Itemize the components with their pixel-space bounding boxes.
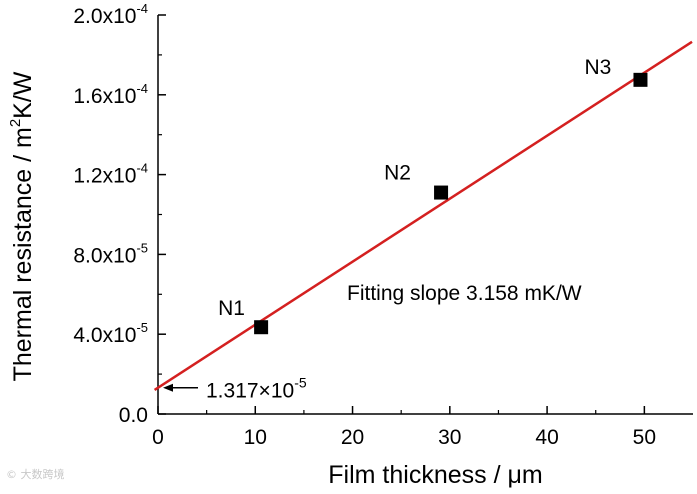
y-tick-label: 2.0x10-4 <box>73 1 148 28</box>
plot-area: 0 10 20 30 40 50 0.0 4.0x10-5 8.0x10-5 1.2x10-4 1.… <box>7 1 693 489</box>
watermark: © 大数跨境 <box>6 468 65 481</box>
y-tick-label: 4.0x10-5 <box>73 320 148 347</box>
point-label: N2 <box>384 162 411 185</box>
y-axis-title: Thermal resistance / m2K/W <box>7 71 37 381</box>
fit-annotation: Fitting slope 3.158 mK/W <box>347 282 582 305</box>
point-label: N3 <box>584 56 611 79</box>
x-tick-label: 10 <box>244 426 267 449</box>
x-axis-title: Film thickness / μm <box>328 461 542 489</box>
fit-line <box>153 40 693 391</box>
point-label: N1 <box>218 297 245 320</box>
x-tick-label: 50 <box>633 426 656 449</box>
data-point <box>633 72 648 87</box>
x-tick-label: 0 <box>152 426 164 449</box>
y-tick-label: 0.0 <box>119 404 148 427</box>
x-tick-label: 30 <box>438 426 461 449</box>
y-tick-label: 8.0x10-5 <box>73 240 148 267</box>
x-tick-label: 20 <box>341 426 364 449</box>
intercept-label: 1.317×10-5 <box>206 375 307 403</box>
y-tick-label: 1.6x10-4 <box>73 81 148 108</box>
y-tick-label: 1.2x10-4 <box>73 161 148 188</box>
intercept-arrow-head <box>163 383 173 392</box>
data-point <box>434 185 449 200</box>
data-point <box>254 320 269 335</box>
x-tick-label: 40 <box>535 426 558 449</box>
